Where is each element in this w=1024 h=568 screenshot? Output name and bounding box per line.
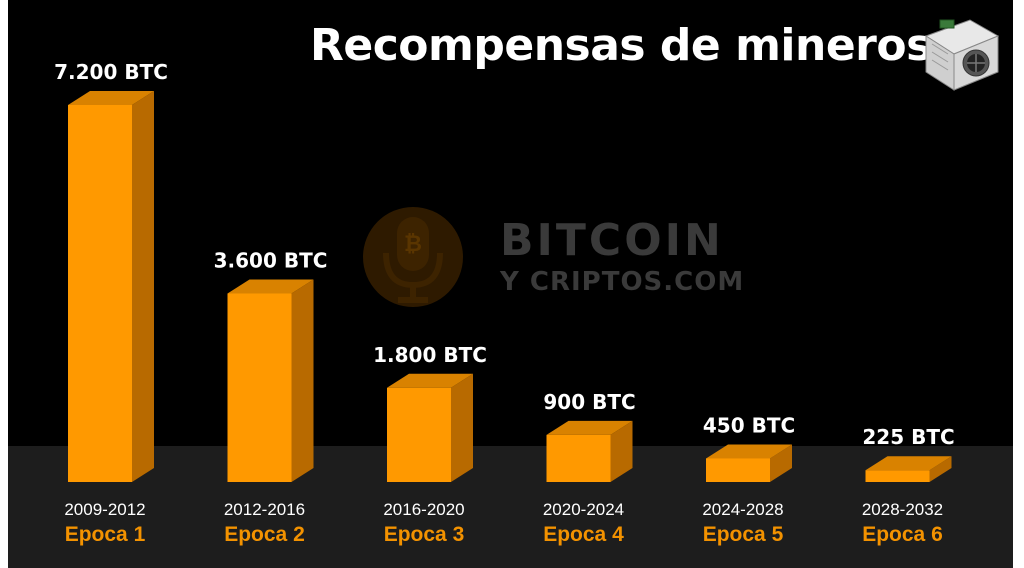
watermark: ₿ BITCOIN Y CRIPTOS.COM [360, 205, 760, 310]
bar-front-face [546, 434, 611, 482]
period-label: 2020-2024 [543, 500, 624, 519]
chart-title: Recompensas de mineros [310, 20, 932, 71]
period-label: 2016-2020 [383, 500, 464, 519]
epoch-label: Epoca 5 [703, 523, 784, 546]
bar-top-face [865, 456, 952, 471]
bar-side-face [929, 456, 952, 482]
watermark-line-2: Y CRIPTOS.COM [500, 267, 745, 297]
podcast-microphone-logo-icon: ₿ [363, 207, 463, 307]
bar-side-face [451, 373, 473, 482]
period-label: 2024-2028 [702, 500, 783, 519]
bar-3 [387, 373, 473, 482]
epoch-label: Epoca 4 [543, 523, 624, 546]
bar-front-face [68, 105, 132, 482]
bar-top-face [387, 373, 473, 388]
period-label: 2028-2032 [862, 500, 943, 519]
floor-band [8, 446, 1013, 568]
bar-5 [706, 444, 792, 482]
value-label: 900 BTC [543, 390, 635, 414]
bar-side-face [132, 91, 154, 482]
bar-front-face [865, 470, 930, 482]
bar-front-face [227, 293, 292, 482]
epoch-label: Epoca 3 [384, 523, 465, 546]
value-label: 7.200 BTC [54, 60, 168, 84]
value-label: 3.600 BTC [214, 249, 328, 273]
bar-2 [227, 279, 314, 482]
svg-text:₿: ₿ [404, 232, 422, 257]
bar-side-face [610, 420, 633, 482]
bar-top-face [68, 91, 154, 105]
bar-top-face [546, 420, 633, 435]
value-label: 450 BTC [703, 413, 795, 437]
period-label: 2012-2016 [224, 500, 305, 519]
epoch-label: Epoca 2 [224, 523, 305, 546]
bar-top-face [706, 444, 792, 459]
bar-front-face [706, 458, 770, 482]
epoch-label: Epoca 6 [862, 523, 943, 546]
value-label: 225 BTC [862, 425, 954, 449]
bar-front-face [387, 387, 451, 482]
bar-top-face [227, 279, 314, 294]
bar-6 [865, 456, 952, 482]
bar-1 [68, 91, 154, 482]
epoch-label: Epoca 1 [65, 523, 146, 546]
watermark-line-1: BITCOIN [500, 215, 724, 266]
period-label: 2009-2012 [64, 500, 145, 519]
value-label: 1.800 BTC [373, 343, 487, 367]
bar-side-face [770, 444, 792, 482]
bar-side-face [291, 279, 314, 482]
bar-4 [546, 420, 633, 482]
mining-rig-icon [924, 19, 1000, 91]
